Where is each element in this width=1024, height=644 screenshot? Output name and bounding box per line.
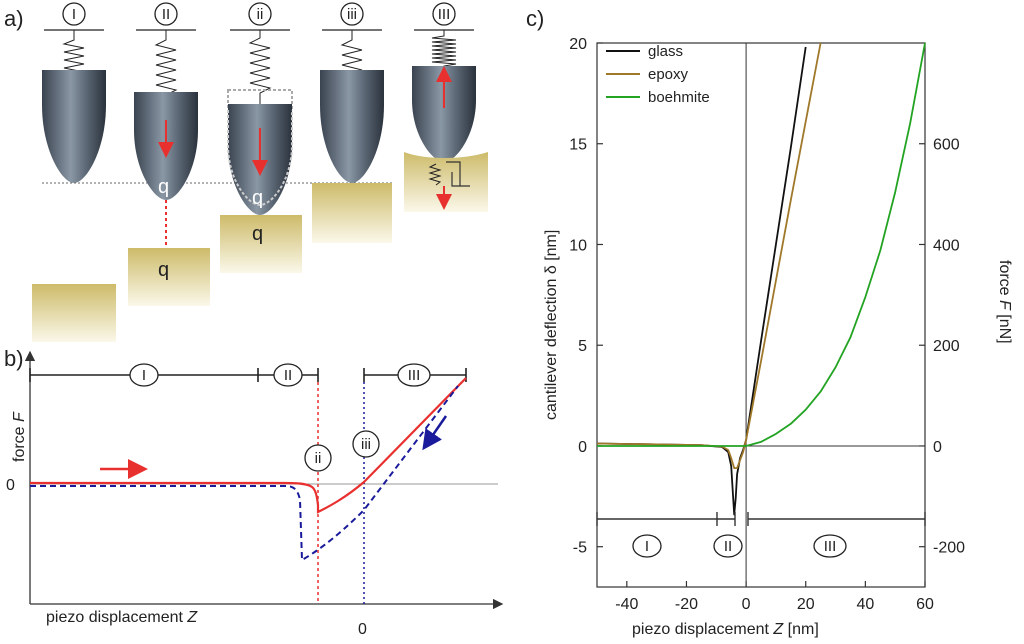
x-tick-label: 60	[916, 596, 934, 613]
retract-direction-arrow	[422, 415, 448, 451]
afm-tip-I	[42, 70, 106, 183]
y2-tick-label: 400	[933, 237, 960, 254]
legend-label-boehmite: boehmite	[648, 89, 710, 106]
chart-series	[596, 42, 926, 516]
sample-II	[128, 248, 210, 306]
svg-text:II: II	[284, 367, 292, 384]
x-tick-label: -40	[615, 596, 638, 613]
y-tick-label: 20	[569, 36, 587, 53]
svg-text:III: III	[438, 6, 451, 23]
marker-iii-badge: iii	[352, 430, 380, 458]
afm-tip-iii	[320, 70, 384, 183]
svg-text:ii: ii	[315, 450, 322, 467]
panel-a: a) I II q q	[4, 2, 488, 342]
q-label-sample-II: q	[158, 259, 169, 281]
panel-b-xlabel: piezo displacement Z	[46, 609, 198, 626]
region-III-badge: III	[397, 363, 431, 387]
svg-text:iii: iii	[361, 436, 371, 453]
chart-y2label: force F [nN]	[996, 260, 1013, 344]
svg-text:I: I	[72, 6, 76, 23]
legend-label-glass: glass	[648, 43, 683, 60]
y-tick-label: 15	[569, 137, 587, 154]
y-tick-label: 0	[578, 439, 587, 456]
chart-region-III-badge: III	[813, 534, 847, 558]
svg-text:ii: ii	[257, 6, 264, 23]
spring-III-compressed	[431, 30, 457, 72]
stage-I: I	[32, 2, 116, 342]
x-tick-label: 0	[742, 596, 751, 613]
panel-b-ylabel: force F	[11, 411, 28, 462]
y-tick-label: 10	[569, 237, 587, 254]
region-I-badge: I	[129, 363, 159, 387]
chart-region-II-badge: II	[713, 534, 743, 558]
chart-region-I-badge: I	[632, 534, 662, 558]
sample-iii	[312, 183, 392, 243]
stage-ii: ii q q	[220, 2, 302, 273]
y2-tick-label: -200	[933, 540, 965, 557]
y2-tick-label: 0	[933, 439, 942, 456]
retract-curve	[30, 385, 459, 562]
svg-text:iii: iii	[347, 6, 357, 23]
marker-ii-badge: ii	[304, 444, 332, 472]
approach-curve	[30, 377, 467, 514]
svg-text:III: III	[824, 538, 837, 555]
panel-b-x-zero: 0	[358, 621, 367, 638]
panel-a-label: a)	[4, 6, 24, 31]
chart-xlabel: piezo displacement Z [nm]	[632, 621, 819, 638]
chart-ylabel: cantilever deflection δ [nm]	[543, 230, 560, 420]
spring-II	[154, 30, 178, 104]
q-label-sample-ii: q	[252, 223, 263, 245]
series-line-epoxy	[596, 42, 822, 470]
svg-text:III: III	[408, 367, 421, 384]
stage-iii: iii	[312, 2, 392, 243]
panel-b: b) 0 0 force F piezo displacement Z I II…	[4, 346, 504, 638]
afm-tip-III	[412, 66, 476, 162]
stage-ii-badge: ii	[248, 2, 272, 26]
y-tick-label: 5	[578, 338, 587, 355]
panel-c: c) -40 -20 0 20 40 60-505101520-2000200400600…	[526, 6, 1013, 638]
svg-text:I: I	[645, 538, 649, 555]
region-II-badge: II	[273, 363, 303, 387]
x-tick-label: 40	[856, 596, 874, 613]
spring-ii	[248, 30, 272, 104]
panel-b-y-zero: 0	[6, 477, 15, 494]
stage-II-badge: II	[154, 2, 178, 26]
panel-b-label: b)	[4, 346, 24, 371]
y2-tick-label: 600	[933, 137, 960, 154]
stage-iii-badge: iii	[340, 2, 364, 26]
q-label-tip-ii: q	[252, 187, 263, 209]
x-tick-label: 20	[797, 596, 815, 613]
sample-ii	[220, 215, 302, 273]
legend-label-epoxy: epoxy	[648, 66, 689, 83]
panel-c-label: c)	[526, 6, 544, 31]
stage-III: III	[404, 2, 488, 212]
y2-tick-label: 200	[933, 338, 960, 355]
y-tick-label: -5	[573, 540, 587, 557]
sample-III	[404, 152, 488, 212]
x-tick-label: -20	[675, 596, 698, 613]
series-line-boehmite	[597, 42, 926, 447]
svg-text:I: I	[142, 367, 146, 384]
svg-text:II: II	[724, 538, 732, 555]
chart-region-bar: I II III	[596, 512, 926, 558]
stage-I-badge: I	[62, 2, 86, 26]
svg-text:II: II	[162, 6, 170, 23]
sample-I	[32, 284, 116, 342]
stage-III-badge: III	[432, 2, 456, 26]
chart-legend: glass epoxy boehmite	[606, 43, 710, 106]
stage-II: II q q	[128, 2, 210, 306]
plot-frame	[596, 42, 926, 588]
q-label-tip-II: q	[158, 176, 169, 198]
